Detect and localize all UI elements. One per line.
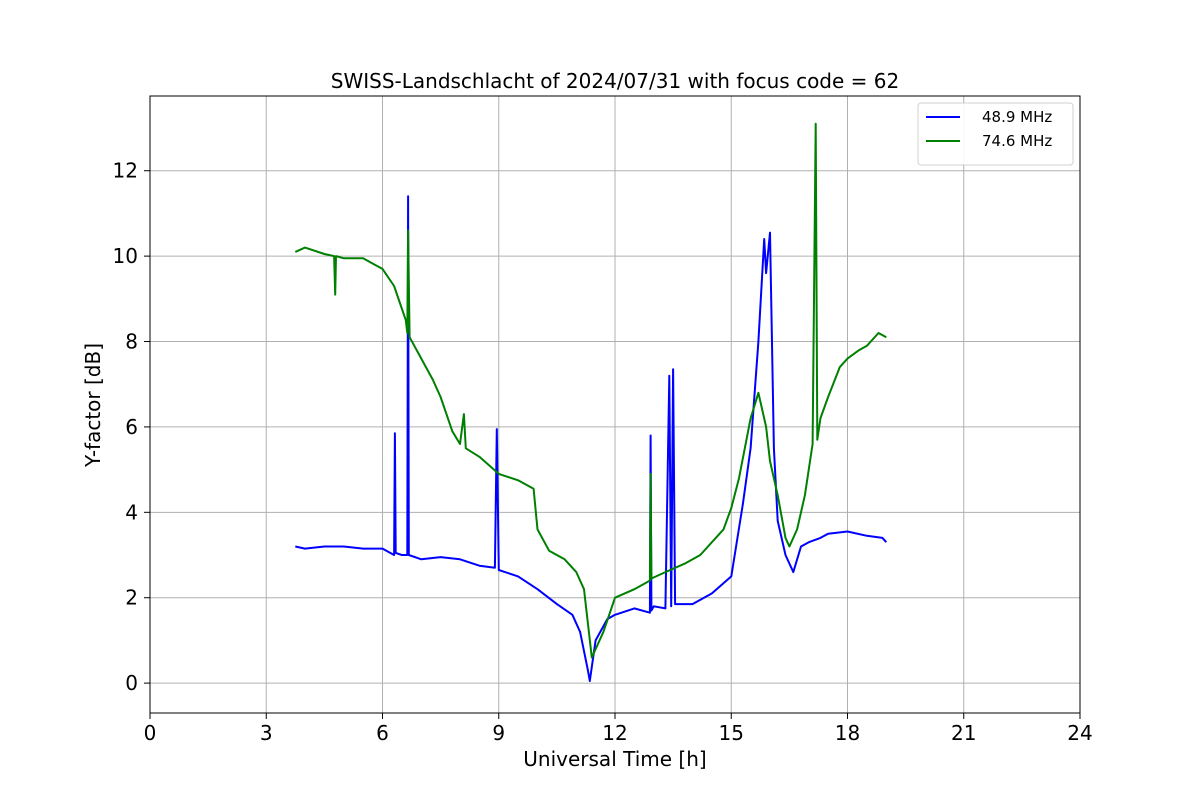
x-tick-label: 6 (376, 721, 389, 745)
y-tick-label: 12 (113, 159, 138, 183)
x-tick-label: 15 (719, 721, 744, 745)
legend-label-1: 48.9 MHz (982, 108, 1052, 126)
legend-box (917, 102, 1074, 166)
y-tick-label: 6 (125, 415, 138, 439)
series-line-2 (294, 122, 887, 659)
y-tick-label: 10 (113, 244, 138, 268)
y-tick-label: 4 (125, 500, 138, 524)
series-layer (294, 122, 888, 682)
x-tick-label: 18 (835, 721, 860, 745)
y-axis-label: Y-factor [dB] (81, 343, 105, 468)
x-tick-label: 24 (1067, 721, 1092, 745)
x-tick-label: 0 (144, 721, 157, 745)
x-tick-label: 12 (602, 721, 627, 745)
y-tick-label: 8 (125, 330, 138, 354)
x-tick-label: 21 (951, 721, 976, 745)
y-tick-label: 2 (125, 586, 138, 610)
x-tick-label: 3 (260, 721, 273, 745)
chart-title: SWISS-Landschlacht of 2024/07/31 with fo… (331, 69, 899, 93)
legend-label-2: 74.6 MHz (982, 132, 1052, 150)
x-tick-label: 9 (492, 721, 505, 745)
legend: 48.9 MHz 74.6 MHz (917, 102, 1074, 166)
series-line-1 (295, 195, 888, 682)
y-tick-label: 0 (125, 671, 138, 695)
x-axis-label: Universal Time [h] (523, 747, 706, 771)
